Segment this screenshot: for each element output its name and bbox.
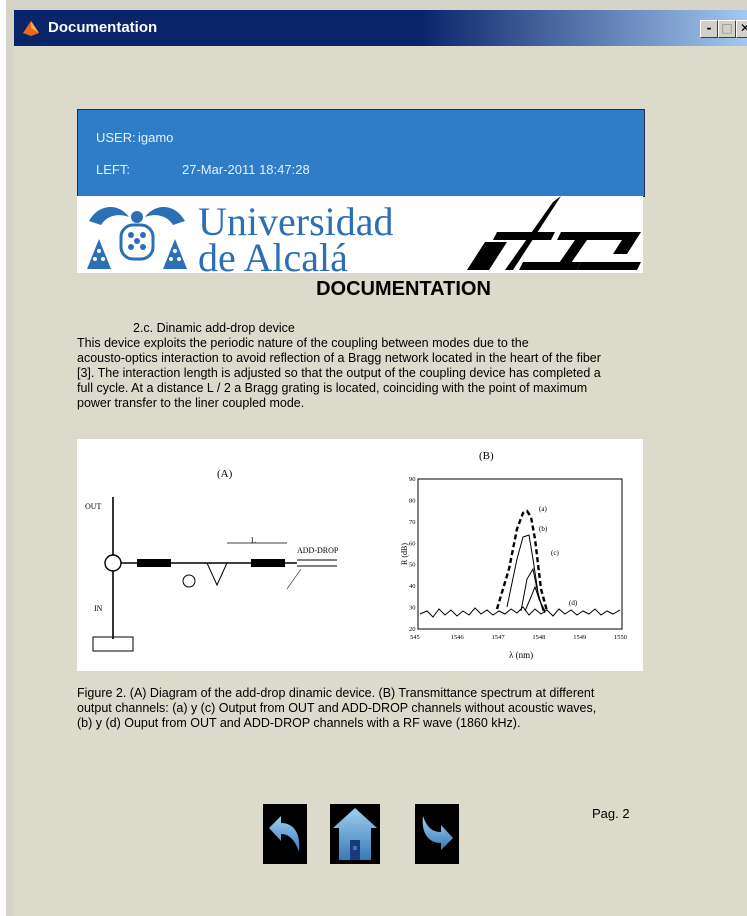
y-tick-label: 80 [409,497,416,504]
caption-line: (b) y (d) Ouput from OUT and ADD-DROP ch… [77,716,521,730]
university-crest-icon [87,206,187,269]
caption-line: output channels: (a) y (c) Output from O… [77,701,597,715]
back-button[interactable] [263,804,307,864]
plot-y-label: R (dB) [400,543,409,565]
y-tick-label: 70 [409,519,416,526]
plot-x-label: λ (nm) [509,650,533,660]
user-value: igamo [138,130,174,145]
left-label: LEFT: [96,162,130,177]
caption-line: Figure 2. (A) Diagram of the add-drop di… [77,686,595,700]
maximize-button[interactable]: □ [718,20,736,38]
label-length: L [251,536,256,545]
y-tick-label: 20 [409,626,416,633]
label-in: IN [94,604,103,613]
user-info-panel: USER: igamo LEFT: 27-Mar-2011 18:47:28 [77,109,645,197]
page-number: Pag. 2 [592,806,630,821]
left-value: 27-Mar-2011 18:47:28 [182,162,310,177]
close-button[interactable]: ✕ [736,20,747,38]
left-row: LEFT: 27-Mar-2011 18:47:28 [96,162,310,177]
paragraph-line: power transfer to the liner coupled mode… [77,396,305,410]
matlab-icon [23,21,39,36]
label-out: OUT [85,502,102,511]
x-tick-label: 545 [410,634,420,641]
window-title: Documentation [48,19,158,36]
y-tick-label: 40 [409,583,416,590]
figure-caption: Figure 2. (A) Diagram of the add-drop di… [77,686,717,731]
curve-label-c: (c) [551,549,559,557]
y-tick-label: 30 [409,605,416,612]
figure-image: (A) OUT IN L ADD-DROP (B) [77,439,643,671]
x-tick-label: 1547 [492,634,506,641]
section-title: 2.c. Dinamic add-drop device [133,321,295,335]
y-tick-label: 50 [409,562,416,569]
paragraph-line: acousto-optics interaction to avoid refl… [77,351,601,365]
forward-button[interactable] [415,804,459,864]
page-title: DOCUMENTATION [316,278,491,300]
label-add-drop: ADD-DROP [297,546,339,555]
curve-label-a: (a) [539,505,547,513]
home-icon [333,808,377,860]
curve-label-b: (b) [539,525,548,533]
forward-arrow-icon [422,816,453,850]
y-tick-label: 90 [409,476,416,483]
logo-text-alcala: de Alcalá [198,235,348,273]
figure-drawing: (A) OUT IN L ADD-DROP (B) [85,450,627,660]
x-tick-label: 1546 [451,634,465,641]
figure-label-b: (B) [479,450,494,462]
user-row: USER: igamo [96,130,173,145]
figure-label-a: (A) [217,468,233,480]
university-logo-banner: Universidad de Alcalá [77,196,643,273]
department-logo-icon [467,196,641,270]
paragraph-line: full cycle. At a distance L / 2 a Bragg … [77,381,588,395]
description-paragraph: This device exploits the periodic nature… [77,336,697,411]
x-tick-label: 1550 [614,634,627,641]
curve-label-d: (d) [569,599,578,607]
x-tick-label: 1548 [532,634,545,641]
home-button[interactable] [330,804,380,864]
paragraph-line: This device exploits the periodic nature… [77,336,529,350]
x-tick-label: 1549 [573,634,586,641]
content-area: USER: igamo LEFT: 27-Mar-2011 18:47:28 [14,46,747,916]
back-arrow-icon [269,816,300,852]
y-tick-label: 60 [409,540,416,547]
paragraph-line: [3]. The interaction length is adjusted … [77,366,601,380]
title-bar[interactable]: Documentation - □ ✕ [14,10,747,46]
minimize-button[interactable]: - [700,20,718,38]
logo-text-universidad: Universidad [198,199,394,244]
user-label: USER: [96,130,136,145]
